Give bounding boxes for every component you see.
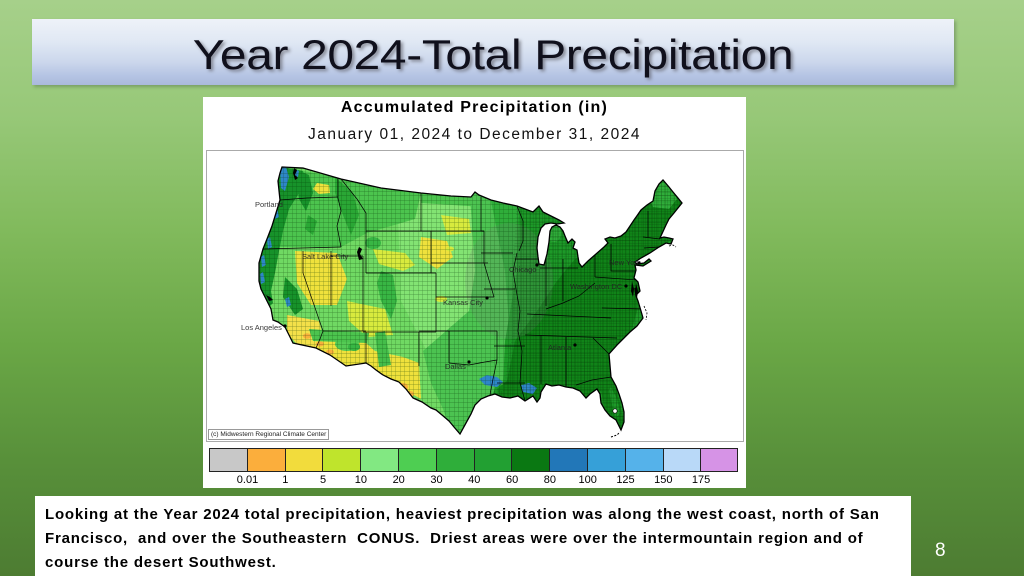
svg-text:Atlanta: Atlanta [548,343,572,352]
svg-text:Dallas: Dallas [445,362,466,371]
svg-text:Washington DC: Washington DC [570,282,623,291]
svg-text:Salt Lake City: Salt Lake City [302,252,349,261]
svg-text:Kansas City: Kansas City [443,298,483,307]
svg-text:New York: New York [609,258,641,267]
svg-text:Portland: Portland [255,200,283,209]
svg-text:Los Angeles: Los Angeles [241,323,282,332]
svg-text:Chicago: Chicago [509,265,537,274]
